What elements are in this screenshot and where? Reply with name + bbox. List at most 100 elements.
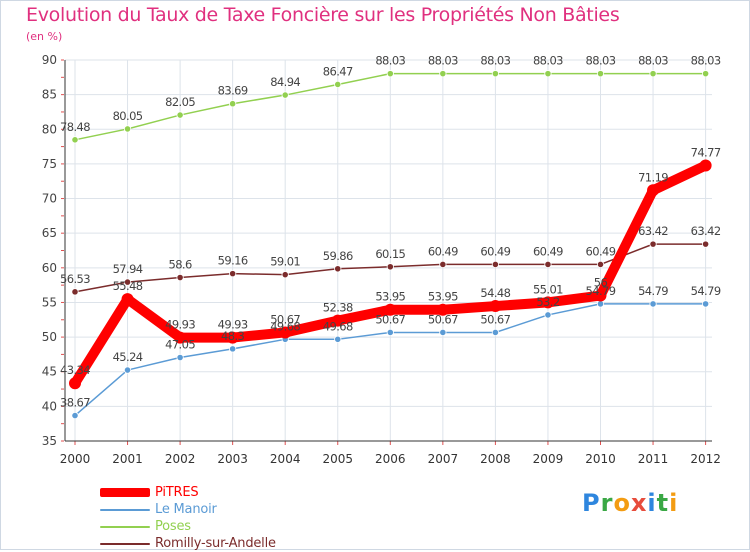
- data-label: 80.05: [113, 109, 143, 123]
- data-point: [69, 377, 81, 390]
- legend-label: Poses: [155, 519, 191, 534]
- data-label: 83.69: [218, 84, 248, 98]
- proxiti-logo: Proxiti: [582, 489, 678, 517]
- logo-letter: r: [600, 489, 614, 517]
- x-tick-label: 2009: [533, 452, 564, 466]
- data-label: 53.95: [375, 290, 405, 304]
- data-label: 49.93: [218, 318, 248, 332]
- legend-swatch: [100, 525, 150, 528]
- data-point: [123, 278, 132, 286]
- data-point: [596, 300, 605, 308]
- data-point: [489, 300, 502, 313]
- legend-item: Romilly-sur-Andelle: [100, 535, 276, 552]
- chart-title: Evolution du Taux de Taxe Foncière sur l…: [26, 4, 620, 26]
- legend-swatch: [100, 508, 150, 511]
- data-point: [491, 70, 499, 78]
- data-label: 49.68: [270, 319, 300, 333]
- legend-label: Romilly-sur-Andelle: [155, 536, 276, 551]
- y-tick-label: 40: [42, 399, 57, 413]
- data-label: 63.42: [638, 224, 668, 238]
- data-point: [281, 271, 289, 279]
- data-point: [229, 100, 237, 108]
- x-tick-label: 2006: [375, 452, 406, 466]
- logo-letter: x: [630, 489, 648, 517]
- data-point: [386, 70, 394, 78]
- x-tick-label: 2004: [270, 452, 301, 466]
- data-label: 54.79: [586, 284, 616, 298]
- y-tick-label: 55: [42, 295, 57, 309]
- legend-swatch: [100, 542, 150, 545]
- data-label: 54.48: [480, 286, 510, 300]
- data-label: 88.03: [480, 54, 510, 68]
- data-point: [176, 111, 184, 119]
- data-point: [541, 296, 554, 309]
- data-point: [491, 328, 499, 337]
- data-label: 54.79: [691, 284, 721, 298]
- data-point: [176, 353, 184, 362]
- data-point: [386, 328, 394, 337]
- data-point: [174, 331, 187, 344]
- data-point: [596, 70, 605, 78]
- data-point: [701, 240, 710, 248]
- data-point: [71, 411, 79, 420]
- x-tick-label: 2002: [165, 452, 196, 466]
- logo-letter: o: [613, 489, 631, 517]
- data-label: 47.05: [165, 338, 195, 352]
- data-point: [436, 303, 449, 316]
- y-tick-label: 65: [42, 226, 57, 240]
- data-point: [649, 70, 657, 78]
- data-point: [701, 300, 710, 308]
- x-tick-label: 2000: [60, 452, 91, 466]
- data-label: 56: [594, 276, 608, 290]
- data-label: 71.19: [638, 170, 668, 184]
- data-label: 59.86: [323, 249, 353, 263]
- data-point: [699, 159, 712, 172]
- x-tick-label: 2008: [480, 452, 511, 466]
- data-label: 78.48: [60, 120, 90, 134]
- data-point: [439, 70, 447, 78]
- data-point: [226, 331, 239, 344]
- data-point: [279, 326, 292, 339]
- data-label: 60.49: [533, 244, 563, 258]
- logo-letter: i: [647, 489, 657, 517]
- data-point: [647, 184, 660, 197]
- data-label: 55.48: [113, 279, 143, 293]
- y-tick-label: 90: [42, 53, 57, 67]
- data-point: [596, 260, 605, 269]
- chart-legend: PiTRES Le Manoir Poses Romilly-sur-Andelle: [100, 484, 276, 552]
- data-label: 60.49: [586, 244, 616, 258]
- legend-label: Le Manoir: [155, 502, 217, 517]
- data-point: [229, 270, 237, 278]
- logo-letter: t: [656, 489, 670, 517]
- data-label: 49.93: [165, 318, 195, 332]
- y-tick-label: 45: [42, 365, 57, 379]
- x-tick-label: 2003: [217, 452, 248, 466]
- data-point: [386, 263, 394, 271]
- data-label: 88.03: [428, 54, 458, 68]
- data-label: 86.47: [323, 64, 353, 78]
- legend-item: Poses: [100, 518, 276, 535]
- legend-label: PiTRES: [155, 485, 199, 500]
- data-label: 50.67: [428, 312, 458, 326]
- data-point: [491, 260, 499, 269]
- data-label: 88.03: [638, 54, 668, 68]
- x-tick-label: 2001: [112, 452, 143, 466]
- data-label: 88.03: [375, 54, 405, 68]
- data-point: [71, 136, 79, 144]
- data-point: [121, 293, 134, 306]
- data-label: 38.67: [60, 396, 90, 410]
- y-tick-label: 70: [42, 192, 57, 206]
- logo-letter: P: [582, 489, 601, 517]
- data-label: 59.16: [218, 254, 248, 268]
- data-label: 54.79: [638, 284, 668, 298]
- chart-subtitle: (en %): [26, 30, 63, 43]
- data-point: [384, 303, 397, 316]
- x-tick-label: 2012: [690, 452, 721, 466]
- data-point: [544, 260, 552, 269]
- data-label: 84.94: [270, 75, 300, 89]
- data-point: [331, 314, 344, 327]
- data-label: 50.67: [375, 312, 405, 326]
- data-point: [123, 366, 132, 374]
- data-label: 45.24: [113, 350, 143, 364]
